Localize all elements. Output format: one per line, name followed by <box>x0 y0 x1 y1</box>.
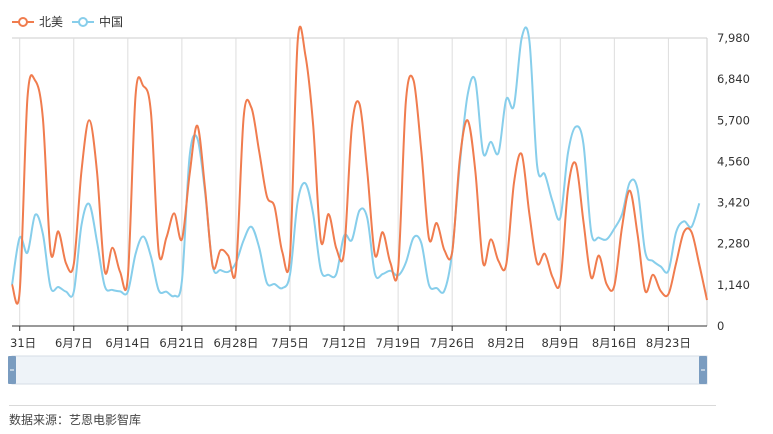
x-tick-label: 8月9日 <box>541 336 579 350</box>
zoom-track[interactable] <box>11 355 708 385</box>
x-tick-label: 6月28日 <box>213 336 258 350</box>
x-tick-label: 7月5日 <box>271 336 309 350</box>
y-tick-label: 6,840 <box>717 72 750 86</box>
legend-item-china[interactable]: 中国 <box>72 14 123 29</box>
legend-label-china: 中国 <box>99 14 123 29</box>
legend[interactable]: 北美 中国 <box>12 14 123 29</box>
x-tick-label: 6月7日 <box>55 336 93 350</box>
y-tick-label: 1,140 <box>717 278 750 292</box>
x-tick-label: 31日 <box>10 336 36 350</box>
x-tick-label: 6月21日 <box>159 336 204 350</box>
x-tick-label: 7月19日 <box>376 336 421 350</box>
legend-item-north-america[interactable]: 北美 <box>12 15 63 29</box>
y-tick-label: 0 <box>717 319 724 333</box>
x-tick-label: 8月2日 <box>487 336 525 350</box>
data-source-note: 数据来源：艺恩电影智库 <box>9 413 142 427</box>
footer-divider <box>9 405 716 406</box>
y-tick-label: 4,560 <box>717 154 750 168</box>
x-tick-label: 6月14日 <box>105 336 150 350</box>
series-lines <box>11 25 708 305</box>
x-tick-label: 7月12日 <box>322 336 367 350</box>
grid <box>12 37 708 326</box>
y-tick-label: 7,980 <box>717 31 750 45</box>
x-tick-label: 8月16日 <box>592 336 637 350</box>
y-tick-label: 3,420 <box>717 196 750 210</box>
series-line-china <box>11 26 701 298</box>
x-tick-label: 8月23日 <box>646 336 691 350</box>
y-tick-label: 5,700 <box>717 113 750 127</box>
series-line-north-america <box>11 25 708 305</box>
legend-label-north-america: 北美 <box>39 15 63 29</box>
data-zoom-slider[interactable] <box>8 355 708 385</box>
x-tick-label: 7月26日 <box>430 336 475 350</box>
axes: 31日 6月7日 6月14日 6月21日 6月28日 7月5日 7月12日 7月19日 7月26… <box>10 31 750 350</box>
y-tick-label: 2,280 <box>717 237 750 251</box>
